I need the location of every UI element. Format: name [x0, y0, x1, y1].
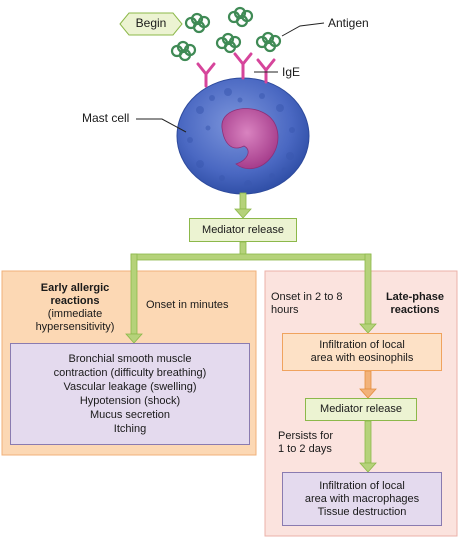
effect-item: Hypotension (shock)	[79, 395, 181, 407]
antigens	[170, 6, 282, 62]
effect-item: Vascular leakage (swelling)	[63, 381, 197, 393]
mast-cell	[176, 77, 310, 195]
antigen-label: Antigen	[328, 16, 369, 30]
ige-label: IgE	[282, 65, 301, 79]
late-title: Late-phase reactions	[385, 291, 445, 316]
effect-item: Bronchial smooth muscle	[68, 353, 192, 365]
early-subtitle: (immediate hypersensitivity)	[35, 308, 115, 333]
mediator-release-box: Mediator release	[189, 218, 297, 242]
mast-cell-label: Mast cell	[82, 111, 130, 125]
leader-lines	[136, 22, 325, 133]
macrophage-infiltration-box: Infiltration of local area with macropha…	[282, 472, 442, 526]
early-onset: Onset in minutes	[146, 299, 229, 311]
effect-item: Mucus secretion	[89, 409, 171, 421]
green-arrows	[125, 192, 377, 473]
orange-arrow	[359, 370, 377, 399]
effect-item: contraction (difficulty breathing)	[53, 367, 207, 379]
begin-label: Begin	[135, 16, 167, 30]
effect-item: Itching	[113, 423, 147, 435]
begin-shape	[119, 12, 183, 36]
eosinophil-infiltration-box: Infiltration of local area with eosinoph…	[282, 333, 442, 371]
late-mediator-release-box: Mediator release	[305, 398, 417, 421]
ige-antibodies	[196, 52, 276, 88]
early-title: Early allergic reactions	[40, 282, 110, 307]
early-effects-box: Bronchial smooth muscle contraction (dif…	[10, 343, 250, 445]
nucleus	[221, 108, 279, 170]
persists-label: Persists for 1 to 2 days	[278, 430, 334, 455]
late-onset: Onset in 2 to 8 hours	[271, 291, 343, 316]
